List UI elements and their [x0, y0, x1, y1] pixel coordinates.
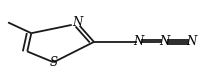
Text: S: S: [49, 56, 58, 69]
Text: N: N: [73, 16, 83, 29]
Text: N: N: [186, 35, 196, 48]
Text: N: N: [133, 35, 143, 48]
Text: N: N: [160, 35, 170, 48]
